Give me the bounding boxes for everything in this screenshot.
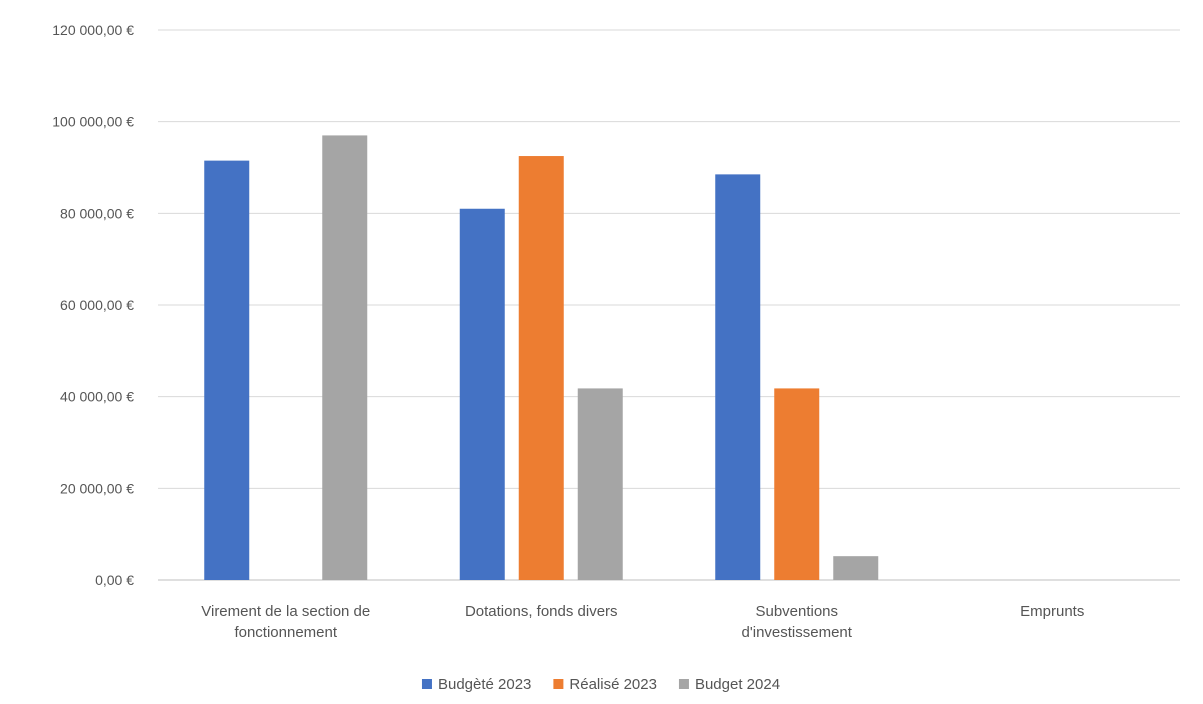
bar [518, 156, 564, 580]
bar [459, 208, 505, 580]
legend-swatch [678, 679, 689, 689]
legend-label: Réalisé 2023 [569, 676, 657, 693]
y-tick-label: 80 000,00 € [60, 205, 134, 221]
y-tick-label: 0,00 € [95, 572, 134, 588]
legend-label: Budget 2024 [695, 676, 780, 693]
bar [774, 388, 820, 580]
x-category-label: Dotations, fonds divers [465, 603, 618, 620]
y-tick-label: 60 000,00 € [60, 297, 134, 313]
y-tick-label: 20 000,00 € [60, 480, 134, 496]
y-tick-label: 120 000,00 € [52, 22, 134, 38]
gridlines [158, 29, 1180, 581]
bar [322, 135, 368, 580]
y-tick-label: 40 000,00 € [60, 389, 134, 405]
legend-label: Budgèté 2023 [438, 676, 531, 693]
y-tick-label: 100 000,00 € [52, 114, 134, 130]
x-category-label: Subventions d'investissement [742, 603, 853, 641]
legend: Budgèté 2023 Réalisé 2023 Budget 2024 [421, 676, 780, 693]
bar [715, 174, 761, 580]
legend-swatch [421, 679, 432, 689]
x-axis-categories: Virement de la section de fonctionnement D… [201, 603, 1084, 641]
bar [833, 556, 879, 580]
bars [204, 135, 879, 580]
bar [204, 160, 250, 580]
x-category-label: Virement de la section de fonctionnement [201, 603, 370, 641]
bar [577, 388, 623, 580]
x-category-label: Emprunts [1020, 603, 1084, 620]
legend-swatch [553, 679, 564, 689]
y-axis-ticks: 0,00 € 20 000,00 € 40 000,00 € 60 000,00 € 8… [52, 22, 134, 588]
